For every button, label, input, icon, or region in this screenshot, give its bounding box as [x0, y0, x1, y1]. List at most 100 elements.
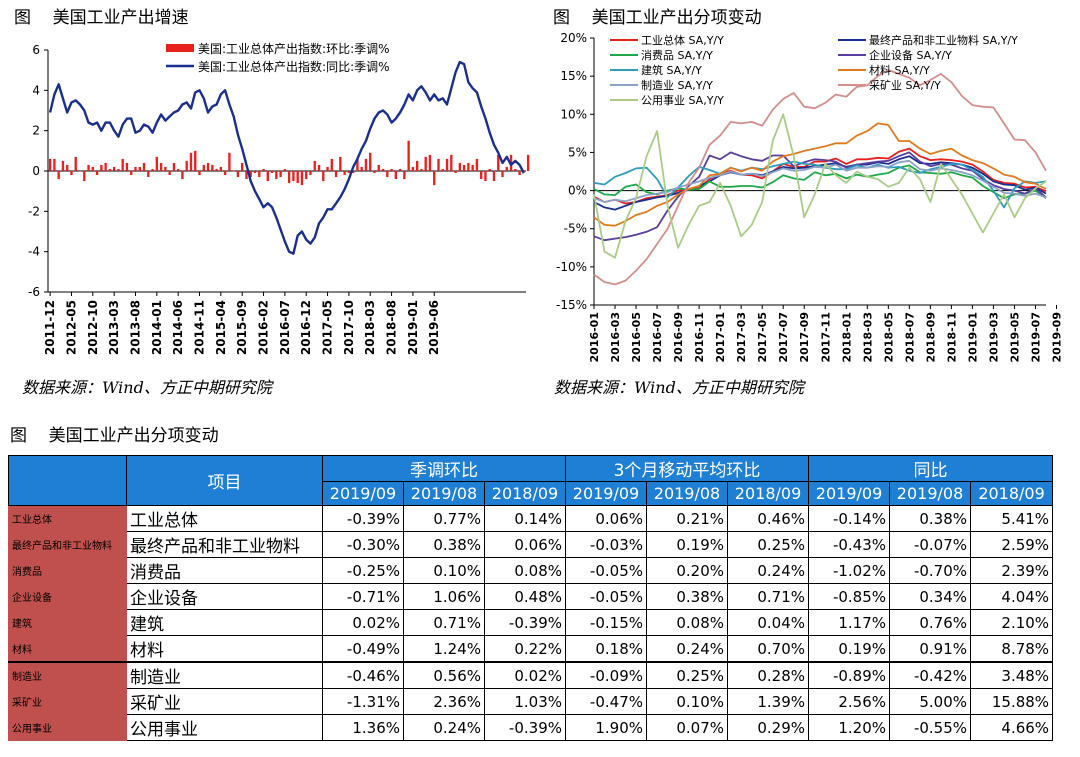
row-name: 工业总体 [126, 505, 323, 532]
bar [411, 166, 415, 171]
x-tick-label: 2018-03 [861, 312, 874, 363]
table-cell: 4.66% [970, 714, 1054, 741]
bar [420, 168, 423, 171]
x-tick-label: 2018-11 [945, 312, 958, 363]
table-cell: 1.20% [808, 714, 891, 741]
bar [283, 168, 287, 171]
bar [130, 171, 133, 176]
bar [305, 171, 308, 180]
bar [185, 160, 188, 171]
series-line [593, 159, 1047, 203]
header-period: 2018/09 [970, 481, 1054, 506]
table-period-row: 2019/09 2019/08 2018/09 2019/09 2019/08 … [9, 481, 1054, 506]
right-figure-title: 图 美国工业产出分项变动 [553, 8, 762, 28]
table-cell: 0.19% [646, 531, 728, 558]
bar [462, 164, 466, 171]
table-cell: 0.29% [726, 714, 810, 741]
table-cell: 0.91% [889, 635, 972, 663]
row-name: 建筑 [126, 609, 323, 636]
left-figure-title: 图 美国工业产出增速 [14, 8, 189, 28]
table-cell: 0.10% [646, 688, 728, 715]
bar [377, 164, 380, 171]
row-code: 材料 [8, 635, 127, 663]
table-cell: 0.25% [646, 661, 728, 689]
bar [66, 164, 69, 171]
header-group: 3个月移动平均环比 [564, 455, 810, 482]
bar [403, 171, 406, 180]
table-row: 消费品 消费品 -0.25% 0.10% 0.08% -0.05% 0.20% 0.24% -1… [8, 557, 1054, 584]
table-cell: -0.55% [889, 714, 972, 741]
table-cell: -0.09% [565, 661, 647, 689]
x-tick-label: 2017-11 [819, 312, 832, 363]
bar [249, 171, 252, 178]
y-tick-label: -15% [556, 298, 587, 312]
table-cell: 0.04% [726, 609, 810, 636]
bar [121, 158, 124, 171]
bar [270, 171, 274, 174]
table-cell: 0.10% [403, 557, 485, 584]
header-group: 季调环比 [322, 455, 566, 482]
row-name: 公用事业 [126, 714, 323, 741]
row-name: 材料 [126, 635, 323, 663]
legend-label: 材料 SA,Y/Y [869, 63, 930, 77]
bar [492, 171, 496, 182]
bar [369, 152, 372, 171]
header-period: 2019/08 [889, 481, 972, 506]
components-table: 项目 季调环比 3个月移动平均环比 同比 2019/09 2019/08 201… [8, 455, 1054, 741]
bar [194, 150, 197, 171]
left-figure-source: 数据来源：Wind、方正中期研究院 [22, 378, 272, 397]
bar [339, 156, 342, 171]
series-line [593, 147, 1047, 205]
bar [322, 171, 325, 182]
bar [172, 162, 176, 171]
table-cell: 1.90% [565, 714, 647, 741]
x-tick-label: 2013-03 [107, 300, 121, 355]
bar [78, 171, 82, 172]
table-cell: 0.38% [889, 505, 972, 532]
bar [317, 164, 321, 171]
bar [287, 171, 291, 184]
bar [181, 171, 184, 180]
bar [48, 158, 52, 171]
x-tick-label: 2015-04 [214, 300, 228, 355]
bar [83, 171, 86, 182]
table-cell: 1.17% [808, 609, 891, 636]
right-figure-source: 数据来源：Wind、方正中期研究院 [554, 378, 804, 397]
x-tick-label: 2019-05 [1008, 312, 1021, 363]
table-cell: 0.24% [646, 635, 728, 663]
table-cell: 0.48% [484, 583, 566, 610]
bar [373, 171, 376, 174]
series-line [593, 151, 1047, 242]
x-tick-label: 2016-05 [630, 312, 643, 363]
table-cell: 1.36% [322, 714, 404, 741]
table-cell: -0.71% [322, 583, 404, 610]
row-name: 最终产品和非工业物料 [126, 531, 323, 558]
bar [91, 166, 94, 171]
x-tick-label: 2016-02 [257, 300, 271, 355]
x-tick-label: 2016-07 [651, 312, 664, 363]
bar [241, 162, 244, 171]
bar [100, 164, 103, 171]
x-tick-label: 2019-01 [406, 300, 420, 355]
table-cell: 0.38% [646, 583, 728, 610]
y-tick-label: 15% [560, 69, 587, 83]
series-line [593, 113, 1047, 259]
legend-label: 消费品 SA,Y/Y [641, 48, 713, 62]
table-cell: 0.46% [726, 505, 810, 532]
x-tick-label: 2018-08 [385, 300, 399, 355]
bar [441, 168, 444, 171]
table-cell: 0.77% [403, 505, 485, 532]
table-cell: 0.14% [484, 505, 566, 532]
header-item: 项目 [126, 455, 323, 506]
bar [347, 171, 351, 174]
x-tick-label: 2014-11 [193, 300, 207, 355]
table-cell: 2.39% [970, 557, 1054, 584]
bar [159, 162, 163, 171]
bar [450, 154, 453, 171]
bar [70, 171, 73, 176]
bar [215, 168, 218, 171]
bar [360, 166, 363, 171]
x-tick-label: 2018-07 [903, 312, 916, 363]
series-line [593, 160, 1047, 209]
bar [176, 168, 180, 171]
